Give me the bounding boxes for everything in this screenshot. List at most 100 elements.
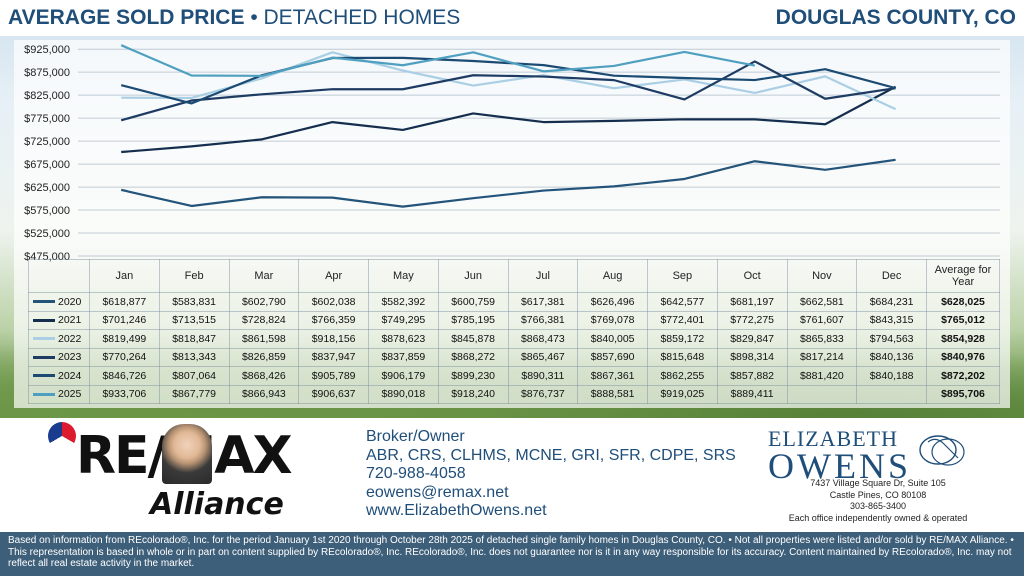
table-header-row: Jan Feb Mar Apr May Jun Jul Aug Sep Oct Nov Dec Aver… (28, 259, 1000, 293)
value-cell: $840,005 (577, 329, 648, 349)
contact-website[interactable]: www.ElizabethOwens.net (366, 502, 547, 520)
value-cell: $785,195 (437, 310, 509, 330)
legend-year-2025: 2025 (28, 384, 90, 404)
value-cell: $868,473 (507, 329, 579, 349)
value-cell: $865,467 (507, 347, 579, 367)
line-chart: $475,000$525,000$575,000$625,000$675,000… (24, 44, 1000, 263)
month-header: Dec (856, 259, 927, 293)
value-cell: $843,315 (856, 310, 927, 330)
value-cell: $876,737 (507, 384, 579, 404)
legend-swatch (33, 337, 55, 341)
month-header: Jul (507, 259, 579, 293)
value-cell: $772,401 (647, 310, 718, 330)
value-cell: $905,789 (298, 366, 369, 386)
value-cell: $617,381 (507, 292, 579, 312)
value-cell: $899,230 (437, 366, 509, 386)
value-cell: $819,499 (89, 329, 160, 349)
month-header: Nov (786, 259, 858, 293)
value-cell: $918,156 (298, 329, 369, 349)
office-info: 7437 Village Square Dr, Suite 105 Castle… (756, 478, 1000, 524)
average-header: Average for Year (926, 259, 1000, 293)
value-cell: $681,197 (716, 292, 788, 312)
month-header: Jan (89, 259, 160, 293)
value-cell: $766,359 (298, 310, 369, 330)
value-cell: $862,255 (647, 366, 718, 386)
monogram-icon (919, 435, 965, 466)
value-cell: $865,833 (786, 329, 858, 349)
legend-label: 2025 (58, 388, 82, 401)
series-line-2022 (121, 51, 897, 111)
value-cell: $889,411 (716, 384, 788, 404)
y-axis-ticks: $475,000$525,000$575,000$625,000$675,000… (24, 44, 70, 263)
value-cell: $817,214 (786, 347, 858, 367)
table-row: 2023 $770,264 $813,343 $826,859 $837,947 $837… (28, 347, 1000, 367)
legend-label: 2020 (58, 295, 82, 308)
contact-role: Broker/Owner (366, 428, 465, 445)
month-header: Jun (437, 259, 509, 293)
value-cell: $857,882 (716, 366, 788, 386)
chart-title: AVERAGE SOLD PRICE • DETACHED HOMES (8, 6, 461, 29)
data-table: Jan Feb Mar Apr May Jun Jul Aug Sep Oct Nov Dec Aver… (28, 259, 1000, 404)
average-cell: $628,025 (926, 292, 1000, 312)
table-corner-cell (28, 259, 90, 293)
region-title: DOUGLAS COUNTY, CO (775, 6, 1016, 29)
value-cell: $602,038 (298, 292, 369, 312)
legend-swatch (33, 300, 55, 304)
month-header: Apr (298, 259, 369, 293)
value-cell: $888,581 (577, 384, 648, 404)
table-row: 2024 $846,726 $807,064 $868,426 $905,789 $906… (28, 366, 1000, 386)
value-cell: $815,648 (647, 347, 718, 367)
table-row: 2025 $933,706 $867,779 $866,943 $906,637 $890… (28, 384, 1000, 404)
office-phone: 303-865-3400 (849, 501, 907, 511)
average-cell: $872,202 (926, 366, 1000, 386)
legend-swatch (33, 355, 55, 359)
legend-year-2024: 2024 (28, 366, 90, 386)
value-cell: $701,246 (89, 310, 160, 330)
value-cell: $749,295 (368, 310, 439, 330)
contact-email[interactable]: eowens@remax.net (366, 483, 509, 501)
legend-swatch (33, 318, 55, 322)
contact-phone[interactable]: 720-988-4058 (366, 465, 466, 483)
legend-swatch (33, 392, 55, 396)
series-line-2021 (121, 85, 897, 154)
month-header: Oct (716, 259, 788, 293)
office-note: Each office independently owned & operat… (788, 512, 968, 523)
value-cell: $898,314 (716, 347, 788, 367)
average-cell: $765,012 (926, 310, 1000, 330)
month-header: Aug (577, 259, 648, 293)
y-tick-label: $625,000 (24, 182, 70, 194)
value-cell: $890,018 (368, 384, 439, 404)
legend-year-2020: 2020 (28, 292, 90, 312)
value-cell: $861,598 (228, 329, 300, 349)
average-cell: $854,928 (926, 329, 1000, 349)
legend-label: 2021 (58, 314, 82, 327)
legend-year-2023: 2023 (28, 347, 90, 367)
y-tick-label: $925,000 (24, 44, 70, 56)
office-address1: 7437 Village Square Dr, Suite 105 (810, 478, 946, 488)
value-cell: $859,172 (647, 329, 718, 349)
value-cell: $845,878 (437, 329, 509, 349)
value-cell: $906,637 (298, 384, 369, 404)
value-cell: $769,078 (577, 310, 648, 330)
value-cell: $846,726 (89, 366, 160, 386)
value-cell: $794,563 (856, 329, 927, 349)
value-cell: $582,392 (368, 292, 439, 312)
value-cell (786, 384, 858, 404)
value-cell: $919,025 (647, 384, 718, 404)
value-cell: $867,779 (158, 384, 230, 404)
value-cell: $818,847 (158, 329, 230, 349)
legend-label: 2022 (58, 332, 82, 345)
y-tick-label: $775,000 (24, 113, 70, 125)
brand-last-name: OWENS (768, 446, 911, 486)
value-cell: $866,943 (228, 384, 300, 404)
table-row: 2022 $819,499 $818,847 $861,598 $918,156 $878… (28, 329, 1000, 349)
legend-label: 2023 (58, 351, 82, 364)
month-header: Mar (228, 259, 300, 293)
y-tick-label: $675,000 (24, 159, 70, 171)
value-cell: $890,311 (507, 366, 579, 386)
y-tick-label: $725,000 (24, 136, 70, 148)
value-cell: $618,877 (89, 292, 160, 312)
disclaimer-text: Based on information from REcolorado®, I… (0, 532, 1024, 576)
value-cell: $642,577 (647, 292, 718, 312)
average-cell: $840,976 (926, 347, 1000, 367)
